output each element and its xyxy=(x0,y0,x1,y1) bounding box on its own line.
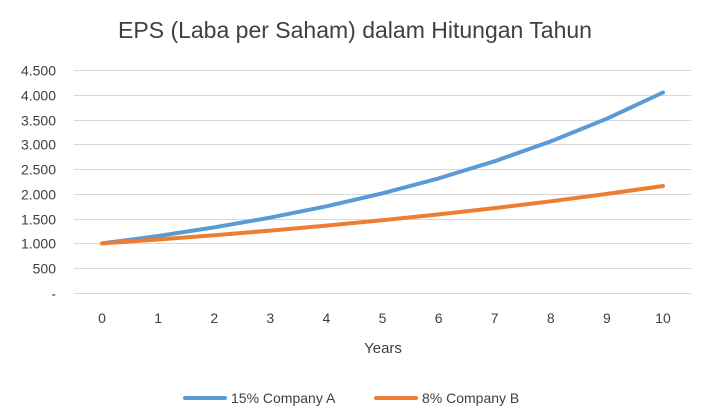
series-line-1 xyxy=(100,90,665,246)
legend-label: 8% Company B xyxy=(422,390,519,406)
gridlines xyxy=(74,70,691,294)
y-tick-label: 3.000 xyxy=(21,137,56,153)
y-tick-label: - xyxy=(51,286,56,302)
x-tick-label: 8 xyxy=(547,310,555,326)
y-tick-label: 3.500 xyxy=(21,113,56,129)
legend-label: 15% Company A xyxy=(231,390,336,406)
y-tick-label: 1.000 xyxy=(21,236,56,252)
x-axis-tick-labels: 0 1 2 3 4 5 6 7 8 9 10 xyxy=(98,310,671,326)
y-axis-tick-labels: - 500 1.000 1.500 2.000 2.500 3.000 3.500 4.000 4… xyxy=(21,63,56,302)
x-tick-label: 3 xyxy=(266,310,274,326)
chart-title: EPS (Laba per Saham) dalam Hitungan Tahu… xyxy=(118,17,592,43)
x-tick-label: 2 xyxy=(210,310,218,326)
x-tick-label: 5 xyxy=(379,310,387,326)
y-tick-label: 4.500 xyxy=(21,63,56,79)
y-tick-label: 500 xyxy=(33,261,57,277)
y-tick-label: 1.500 xyxy=(21,212,56,228)
x-tick-label: 9 xyxy=(603,310,611,326)
x-tick-label: 10 xyxy=(655,310,671,326)
series-line-2 xyxy=(100,184,665,246)
y-tick-label: 4.000 xyxy=(21,88,56,104)
y-tick-label: 2.000 xyxy=(21,187,56,203)
x-tick-label: 1 xyxy=(154,310,162,326)
series-lines xyxy=(100,90,665,246)
legend: 15% Company A 8% Company B xyxy=(183,390,519,406)
y-tick-label: 2.500 xyxy=(21,162,56,178)
x-tick-label: 7 xyxy=(491,310,499,326)
x-tick-label: 6 xyxy=(435,310,443,326)
x-axis-title: Years xyxy=(364,340,402,357)
x-tick-label: 4 xyxy=(323,310,331,326)
x-tick-label: 0 xyxy=(98,310,106,326)
